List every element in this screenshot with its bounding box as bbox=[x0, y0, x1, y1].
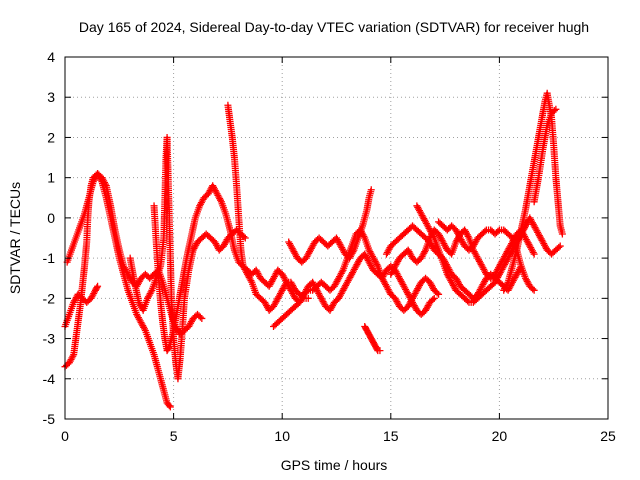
y-tick-labels: -5 -4 -3 -2 -1 0 1 2 3 4 bbox=[43, 49, 56, 427]
x-tick-label: 10 bbox=[274, 428, 290, 444]
data-point bbox=[555, 243, 563, 251]
data-point bbox=[349, 248, 357, 256]
y-tick-label: -2 bbox=[43, 290, 56, 306]
y-tick-label: 1 bbox=[47, 170, 55, 186]
x-tick-label: 25 bbox=[600, 428, 616, 444]
data-point bbox=[421, 248, 429, 256]
data-point bbox=[494, 227, 502, 235]
data-point bbox=[101, 180, 109, 188]
data-point bbox=[165, 344, 173, 352]
data-point bbox=[433, 289, 441, 297]
x-tick-label: 20 bbox=[492, 428, 508, 444]
data-point bbox=[430, 294, 438, 302]
data-point bbox=[481, 227, 489, 235]
data-point bbox=[530, 286, 538, 294]
data-point bbox=[304, 294, 312, 302]
data-point bbox=[464, 297, 472, 305]
data-point bbox=[196, 313, 204, 321]
data-point bbox=[376, 347, 384, 355]
data-point bbox=[241, 234, 249, 242]
data-point bbox=[198, 314, 206, 322]
x-tick-labels: 0 5 10 15 20 25 bbox=[61, 428, 616, 444]
x-tick-label: 5 bbox=[170, 428, 178, 444]
data-point bbox=[247, 277, 255, 285]
data-point bbox=[429, 232, 437, 240]
x-tick-label: 0 bbox=[61, 428, 69, 444]
data-point bbox=[367, 186, 375, 194]
x-tick-label: 15 bbox=[383, 428, 399, 444]
y-tick-label: 3 bbox=[47, 89, 55, 105]
y-tick-label: 0 bbox=[47, 210, 55, 226]
y-axis-label: SDTVAR / TECUs bbox=[7, 182, 23, 294]
data-point bbox=[140, 325, 148, 333]
data-point bbox=[530, 250, 538, 258]
y-tick-label: 4 bbox=[47, 49, 55, 65]
data-point bbox=[165, 402, 173, 410]
data-points bbox=[61, 89, 566, 411]
x-axis-label: GPS time / hours bbox=[281, 457, 388, 473]
data-point bbox=[166, 403, 174, 411]
data-point bbox=[69, 352, 77, 360]
data-point bbox=[558, 230, 566, 238]
data-point bbox=[429, 296, 437, 304]
data-point bbox=[303, 288, 311, 296]
data-point bbox=[338, 268, 346, 276]
y-tick-label: 2 bbox=[47, 129, 55, 145]
y-tick-label: -4 bbox=[43, 371, 56, 387]
data-point bbox=[552, 105, 560, 113]
data-point bbox=[93, 284, 101, 292]
data-point bbox=[94, 282, 102, 290]
chart-title: Day 165 of 2024, Sidereal Day-to-day VTE… bbox=[79, 19, 589, 35]
data-point bbox=[550, 107, 558, 115]
data-point bbox=[464, 232, 472, 240]
y-tick-label: -1 bbox=[43, 250, 56, 266]
plot-frame bbox=[64, 56, 609, 420]
data-point bbox=[147, 288, 155, 296]
data-point bbox=[503, 280, 511, 288]
y-tick-label: -5 bbox=[43, 411, 56, 427]
data-point bbox=[373, 261, 381, 269]
data-point bbox=[217, 196, 225, 204]
y-tick-label: -3 bbox=[43, 331, 56, 347]
data-point bbox=[529, 285, 537, 293]
data-point bbox=[556, 242, 564, 250]
data-point bbox=[435, 290, 443, 298]
data-point bbox=[529, 248, 537, 256]
axis-ticks bbox=[64, 56, 609, 420]
